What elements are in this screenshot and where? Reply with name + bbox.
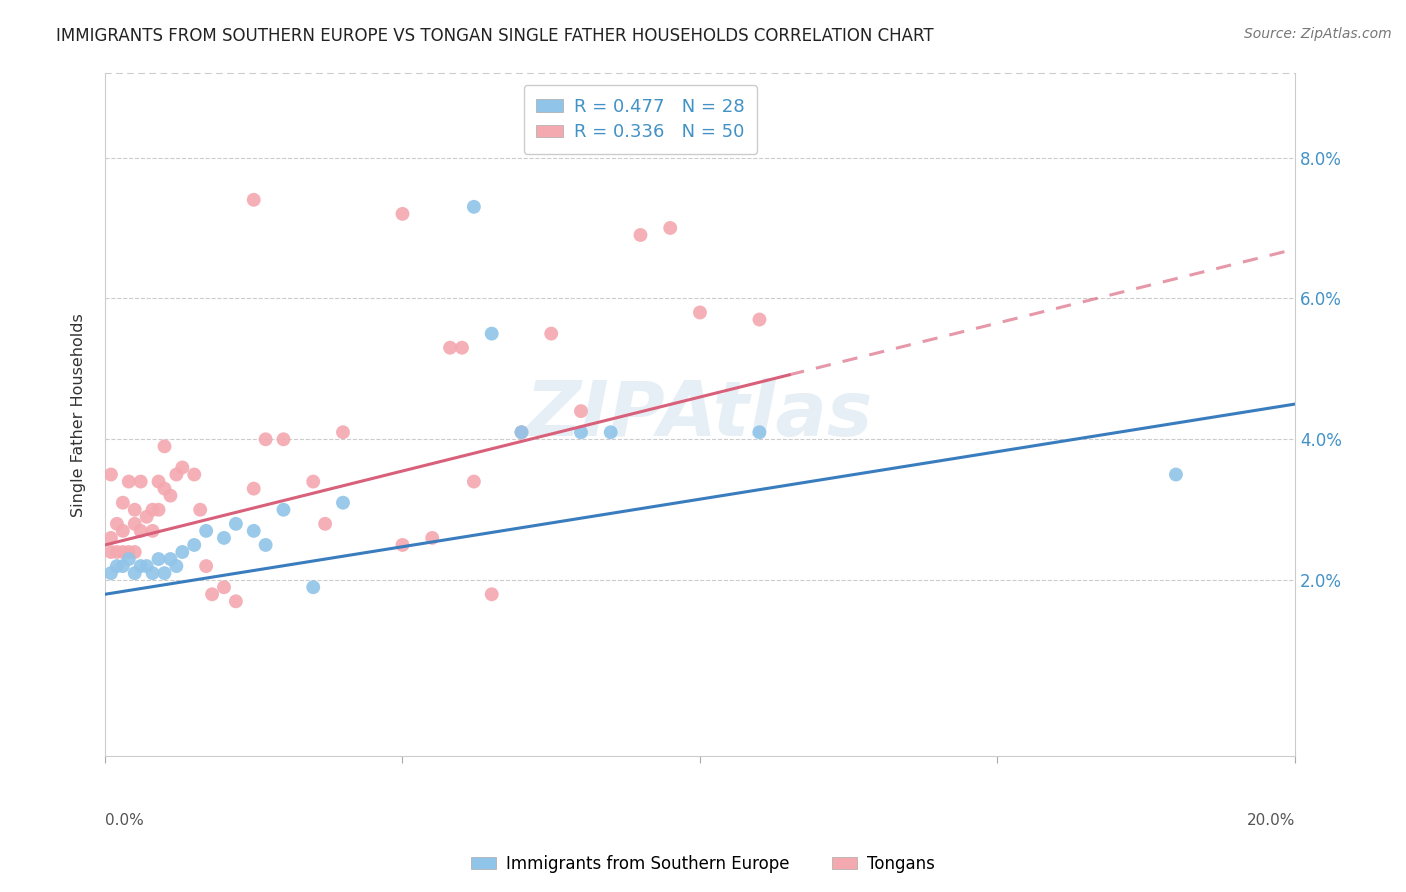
Point: [569, 425, 592, 440]
Point: [254, 538, 277, 552]
Point: [183, 467, 205, 482]
Point: [659, 221, 682, 235]
Point: [111, 524, 134, 538]
Point: [124, 545, 146, 559]
Point: [273, 432, 295, 446]
Point: [420, 531, 443, 545]
Point: [129, 524, 152, 538]
Point: [100, 566, 122, 581]
Point: [195, 559, 218, 574]
Point: [111, 545, 134, 559]
Point: [165, 467, 187, 482]
Legend: Immigrants from Southern Europe, Tongans: Immigrants from Southern Europe, Tongans: [465, 848, 941, 880]
Point: [111, 496, 134, 510]
Point: [153, 439, 176, 453]
Point: [105, 559, 128, 574]
Point: [273, 502, 295, 516]
Point: [225, 594, 247, 608]
Point: [332, 496, 354, 510]
Point: [118, 552, 141, 566]
Point: [148, 552, 170, 566]
Point: [242, 482, 264, 496]
Point: [689, 305, 711, 319]
Point: [510, 425, 533, 440]
Y-axis label: Single Father Households: Single Father Households: [72, 313, 86, 516]
Point: [391, 538, 413, 552]
Point: [748, 425, 770, 440]
Point: [105, 516, 128, 531]
Point: [148, 475, 170, 489]
Point: [135, 559, 157, 574]
Point: [302, 475, 325, 489]
Point: [124, 566, 146, 581]
Point: [124, 502, 146, 516]
Point: [302, 580, 325, 594]
Point: [183, 538, 205, 552]
Text: 0.0%: 0.0%: [105, 813, 143, 828]
Point: [242, 524, 264, 538]
Point: [463, 475, 485, 489]
Point: [188, 502, 211, 516]
Point: [153, 482, 176, 496]
Point: [105, 545, 128, 559]
Point: [172, 545, 194, 559]
Text: IMMIGRANTS FROM SOUTHERN EUROPE VS TONGAN SINGLE FATHER HOUSEHOLDS CORRELATION C: IMMIGRANTS FROM SOUTHERN EUROPE VS TONGA…: [56, 27, 934, 45]
Point: [100, 531, 122, 545]
Point: [212, 531, 235, 545]
Point: [314, 516, 336, 531]
Point: [129, 475, 152, 489]
Point: [148, 502, 170, 516]
Point: [439, 341, 461, 355]
Point: [118, 475, 141, 489]
Point: [451, 341, 474, 355]
Point: [510, 425, 533, 440]
Point: [201, 587, 224, 601]
Point: [332, 425, 354, 440]
Point: [165, 559, 187, 574]
Point: [1164, 467, 1187, 482]
Text: ZIPAtlas: ZIPAtlas: [526, 377, 873, 451]
Point: [630, 227, 652, 242]
Point: [599, 425, 621, 440]
Point: [481, 326, 503, 341]
Text: Source: ZipAtlas.com: Source: ZipAtlas.com: [1244, 27, 1392, 41]
Point: [391, 207, 413, 221]
Point: [142, 524, 165, 538]
Point: [172, 460, 194, 475]
Point: [159, 552, 181, 566]
Point: [100, 545, 122, 559]
Point: [463, 200, 485, 214]
Point: [242, 193, 264, 207]
Point: [129, 559, 152, 574]
Point: [481, 587, 503, 601]
Point: [142, 502, 165, 516]
Legend: R = 0.477   N = 28, R = 0.336   N = 50: R = 0.477 N = 28, R = 0.336 N = 50: [523, 86, 758, 154]
Point: [159, 489, 181, 503]
Point: [195, 524, 218, 538]
Point: [569, 404, 592, 418]
Point: [142, 566, 165, 581]
Point: [124, 516, 146, 531]
Point: [118, 545, 141, 559]
Point: [135, 509, 157, 524]
Point: [212, 580, 235, 594]
Point: [748, 312, 770, 326]
Point: [254, 432, 277, 446]
Point: [225, 516, 247, 531]
Point: [100, 467, 122, 482]
Point: [153, 566, 176, 581]
Point: [111, 559, 134, 574]
Point: [540, 326, 562, 341]
Text: 20.0%: 20.0%: [1247, 813, 1295, 828]
